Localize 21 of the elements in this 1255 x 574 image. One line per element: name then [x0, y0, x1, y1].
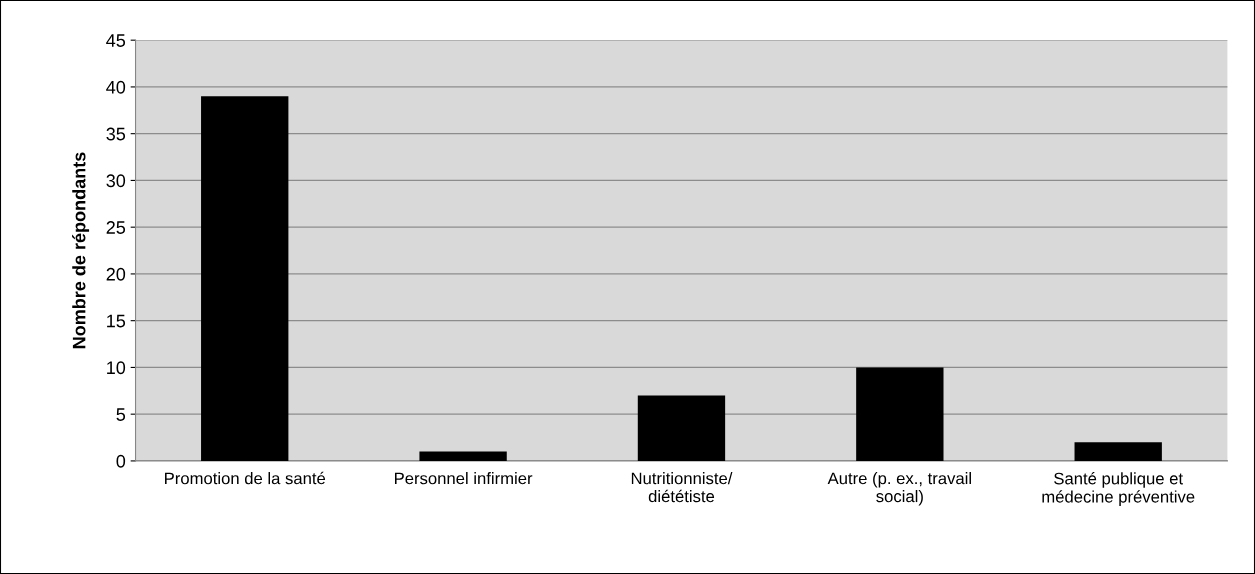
y-tick-label: 30 — [106, 174, 126, 188]
y-tick-label: 10 — [107, 361, 126, 375]
x-tick-label: Personnel infirmier — [395, 472, 533, 485]
y-axis-title: Nombre de répondants — [72, 152, 90, 349]
bar — [419, 451, 507, 461]
x-tick-label: Santé publique et médecine préventive — [1042, 472, 1195, 506]
y-tick-label: 0 — [116, 454, 126, 468]
y-tick-label: 40 — [106, 80, 126, 94]
bar — [637, 395, 726, 461]
y-tick-label: 35 — [106, 127, 126, 141]
y-tick-label: 20 — [106, 267, 126, 281]
x-tick-label: Autre (p. ex., travail social) — [827, 472, 971, 506]
bar — [201, 96, 289, 461]
bar — [856, 367, 944, 461]
x-tick-label: Promotion de la santé — [165, 471, 326, 485]
x-tick-label: Nutritionniste/ diététiste — [631, 472, 733, 503]
y-tick-label: 45 — [106, 34, 126, 47]
y-tick-label: 15 — [107, 314, 126, 328]
bar — [1074, 442, 1162, 461]
y-tick-label: 25 — [106, 221, 126, 234]
y-tick-label: 5 — [116, 408, 126, 421]
